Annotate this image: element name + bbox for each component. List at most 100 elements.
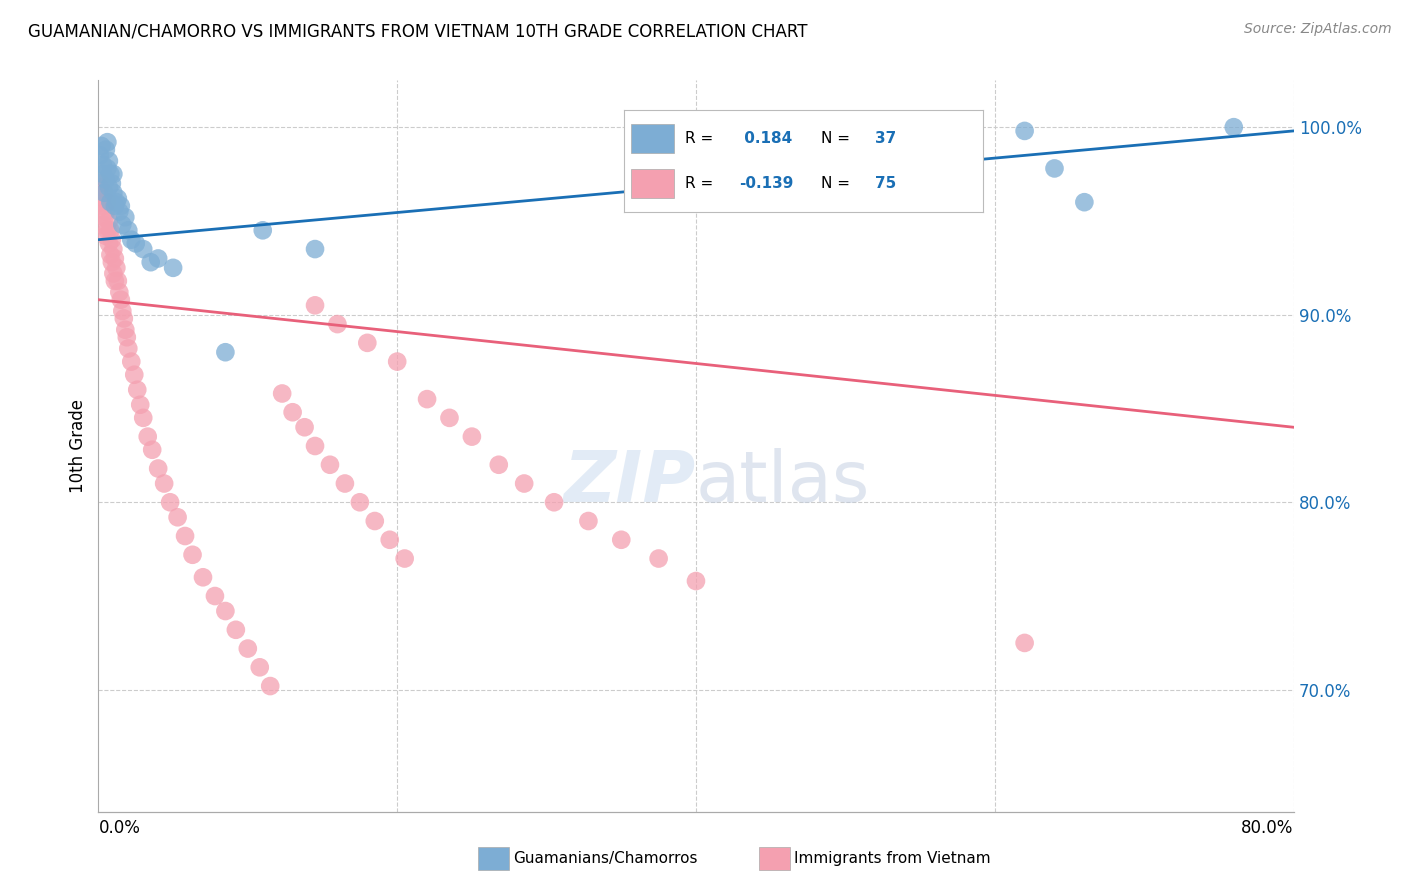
Point	[107, 274, 129, 288]
Point	[294, 420, 316, 434]
Point	[364, 514, 387, 528]
Point	[304, 439, 326, 453]
Point	[214, 345, 236, 359]
Point	[610, 533, 633, 547]
Point	[394, 551, 416, 566]
Point	[93, 186, 115, 200]
Point	[204, 589, 226, 603]
Point	[100, 167, 122, 181]
Point	[96, 195, 118, 210]
Point	[100, 195, 122, 210]
Point	[120, 233, 142, 247]
Point	[120, 354, 142, 368]
Point	[114, 210, 136, 224]
Point	[110, 293, 132, 307]
Text: atlas: atlas	[696, 448, 870, 517]
Text: Source: ZipAtlas.com: Source: ZipAtlas.com	[1244, 22, 1392, 37]
Text: Guamanians/Chamorros: Guamanians/Chamorros	[513, 852, 697, 866]
Point	[105, 260, 128, 275]
Point	[104, 274, 127, 288]
Point	[148, 252, 170, 266]
Point	[349, 495, 371, 509]
Point	[94, 143, 117, 157]
Point	[148, 461, 170, 475]
Point	[304, 242, 326, 256]
Point	[93, 210, 115, 224]
Point	[252, 223, 274, 237]
Point	[378, 533, 401, 547]
Point	[162, 260, 184, 275]
Y-axis label: 10th Grade: 10th Grade	[69, 399, 87, 493]
Point	[90, 195, 112, 210]
Point	[356, 335, 378, 350]
Point	[91, 167, 114, 181]
Point	[103, 267, 125, 281]
Point	[111, 304, 134, 318]
Text: 80.0%: 80.0%	[1241, 819, 1294, 838]
Point	[326, 317, 349, 331]
Point	[96, 161, 118, 176]
Point	[416, 392, 439, 406]
Point	[319, 458, 342, 472]
Text: Immigrants from Vietnam: Immigrants from Vietnam	[794, 852, 991, 866]
Point	[127, 383, 149, 397]
Point	[153, 476, 176, 491]
Point	[129, 398, 152, 412]
Point	[97, 236, 120, 251]
Point	[132, 410, 155, 425]
Point	[101, 177, 124, 191]
Point	[104, 199, 127, 213]
Point	[100, 223, 122, 237]
Point	[1073, 195, 1095, 210]
Point	[159, 495, 181, 509]
Point	[94, 204, 117, 219]
Point	[101, 233, 124, 247]
Point	[166, 510, 188, 524]
Point	[1014, 124, 1036, 138]
Point	[101, 255, 124, 269]
Point	[110, 199, 132, 213]
Text: 0.0%: 0.0%	[98, 819, 141, 838]
Point	[174, 529, 197, 543]
Point	[439, 410, 461, 425]
Point	[112, 311, 135, 326]
Point	[259, 679, 281, 693]
Point	[97, 180, 120, 194]
Point	[103, 167, 125, 181]
Point	[141, 442, 163, 457]
Point	[385, 354, 409, 368]
Point	[96, 223, 118, 237]
Point	[304, 298, 326, 312]
Point	[90, 177, 112, 191]
Point	[103, 186, 125, 200]
Point	[214, 604, 236, 618]
Point	[97, 153, 120, 168]
Point	[91, 218, 114, 232]
Point	[94, 172, 117, 186]
Point	[191, 570, 214, 584]
Point	[249, 660, 271, 674]
Point	[281, 405, 304, 419]
Point	[1014, 636, 1036, 650]
Point	[488, 458, 510, 472]
Point	[1223, 120, 1246, 135]
Point	[97, 214, 120, 228]
Point	[132, 242, 155, 256]
Point	[100, 248, 122, 262]
Point	[117, 223, 139, 237]
Point	[578, 514, 600, 528]
Point	[96, 135, 118, 149]
Point	[89, 180, 111, 194]
Point	[103, 242, 125, 256]
Point	[115, 330, 138, 344]
Point	[117, 342, 139, 356]
Text: ZIP: ZIP	[564, 448, 696, 517]
Point	[333, 476, 356, 491]
Point	[124, 368, 146, 382]
Point	[685, 574, 707, 588]
Point	[105, 195, 128, 210]
Point	[89, 148, 111, 162]
Point	[139, 255, 162, 269]
Point	[90, 139, 112, 153]
Point	[181, 548, 204, 562]
